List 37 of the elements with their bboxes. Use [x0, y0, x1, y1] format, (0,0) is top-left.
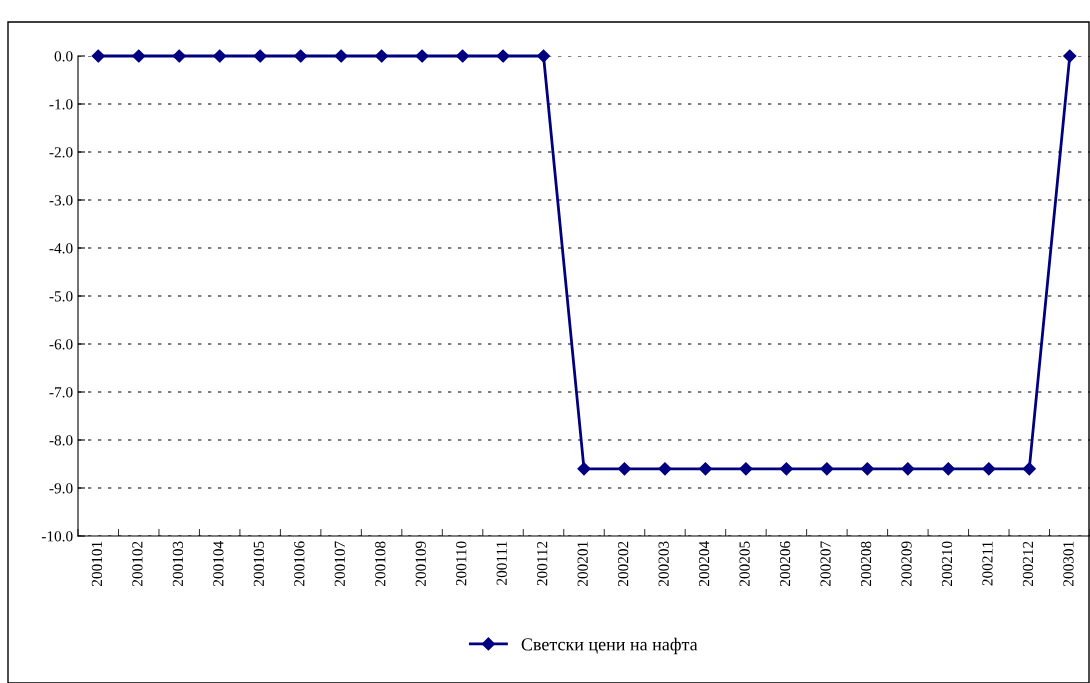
- x-tick-label: 200111: [496, 541, 507, 585]
- x-tick-label: 200204: [698, 541, 710, 587]
- x-tick-label: 200102: [132, 541, 143, 587]
- y-tick-label: -4.0: [49, 243, 73, 254]
- x-tick-label: 200103: [172, 541, 184, 587]
- x-tick-label: 200109: [415, 541, 426, 587]
- x-tick-label: 200106: [294, 541, 305, 587]
- x-tick-label: 200207: [820, 541, 831, 587]
- x-tick-label: 200201: [577, 541, 588, 587]
- y-tick-label: -3.0: [49, 195, 73, 206]
- x-tick-label: 200107: [334, 541, 345, 587]
- legend-label: Светски цени на нафта: [521, 637, 698, 655]
- y-tick-label: -6.0: [49, 339, 73, 350]
- y-tick-label: 0.0: [54, 51, 73, 62]
- y-tick-label: -7.0: [49, 387, 73, 398]
- y-tick-label: -5.0: [49, 291, 73, 302]
- x-tick-label: 200209: [901, 541, 912, 587]
- x-tick-label: 200205: [739, 541, 750, 587]
- y-tick-label: -2.0: [49, 147, 73, 158]
- x-tick-label: 200301: [1063, 541, 1074, 587]
- x-tick-label: 200206: [779, 541, 791, 587]
- x-tick-label: 200105: [253, 541, 264, 587]
- x-tick-label: 200101: [91, 541, 103, 587]
- x-tick-label: 200203: [658, 541, 669, 587]
- x-tick-label: 200108: [375, 541, 386, 587]
- x-tick-label: 200110: [456, 541, 467, 586]
- y-tick-label: -8.0: [49, 435, 73, 446]
- y-tick-label: -1.0: [49, 99, 73, 110]
- y-tick-label: -9.0: [49, 483, 73, 494]
- x-tick-label: 200202: [617, 541, 629, 587]
- x-tick-label: 200210: [941, 541, 953, 587]
- x-tick-label: 200208: [860, 541, 872, 587]
- x-tick-label: 200104: [213, 541, 224, 587]
- y-tick-label: -10.0: [41, 531, 73, 542]
- x-tick-label: 200112: [537, 541, 548, 586]
- x-tick-label: 200211: [982, 541, 993, 586]
- x-tick-label: 200212: [1022, 541, 1034, 587]
